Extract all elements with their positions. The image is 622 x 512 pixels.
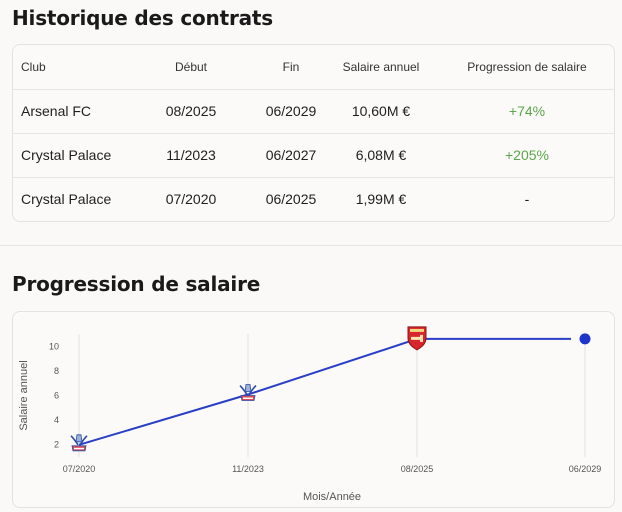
cell-debut: 07/2020 (165, 191, 217, 207)
salary-progression-chart: 07/2020 11/2023 08/2025 06/2029 2 4 6 8 10 Salai… (18, 326, 602, 503)
cell-progression: - (524, 191, 530, 207)
cell-debut: 08/2025 (165, 103, 217, 119)
palace-crest-wings (70, 435, 88, 446)
cell-debut: 11/2023 (166, 147, 216, 163)
x-tick-label: 06/2029 (569, 464, 602, 474)
cell-salary: 1,99M € (355, 191, 407, 207)
cell-fin: 06/2027 (265, 147, 317, 163)
header-club: Club (21, 60, 46, 74)
contract-history-title: Historique des contrats (12, 6, 273, 30)
table-row: Arsenal FC 08/2025 06/2029 10,60M € +74% (13, 89, 614, 133)
row-divider (13, 89, 614, 90)
row-divider (13, 133, 614, 134)
row-divider (13, 177, 614, 178)
cell-salary: 6,08M € (355, 147, 407, 163)
series-line (78, 337, 571, 446)
cell-progression: +74% (508, 103, 546, 119)
crystal-palace-crest-icon (239, 384, 257, 401)
salary-progression-chart-card: 07/2020 11/2023 08/2025 06/2029 2 4 6 8 10 Salai… (12, 311, 615, 508)
section-divider (0, 245, 622, 246)
palace-crest-stripe (74, 447, 84, 450)
palace-crest-tower (244, 384, 252, 392)
arsenal-crest-band (410, 328, 424, 332)
x-tick-label: 11/2023 (232, 464, 264, 474)
palace-crest-stripe (243, 397, 253, 400)
cell-club: Arsenal FC (21, 103, 92, 119)
arsenal-crest-cannon (411, 334, 423, 342)
cell-fin: 06/2029 (265, 103, 317, 119)
y-tick-label: 8 (54, 366, 59, 376)
arsenal-crest-icon (407, 326, 427, 351)
y-tick-label: 10 (49, 341, 59, 351)
salary-progression-title: Progression de salaire (12, 272, 261, 296)
header-progression: Progression de salaire (467, 60, 587, 74)
x-tick-label: 08/2025 (401, 464, 434, 474)
header-salary: Salaire annuel (342, 60, 420, 74)
header-debut: Début (174, 60, 208, 74)
palace-crest-tower (75, 434, 83, 443)
cell-club: Crystal Palace (21, 191, 112, 207)
table-row: Crystal Palace 11/2023 06/2027 6,08M € +… (13, 133, 614, 177)
cell-progression: +205% (505, 147, 549, 163)
palace-crest-wings (239, 384, 257, 395)
x-tick-label: 07/2020 (63, 464, 96, 474)
y-axis-label: Salaire annuel (18, 360, 30, 430)
table-row: Crystal Palace 07/2020 06/2025 1,99M € - (13, 177, 614, 221)
crystal-palace-crest-icon (70, 434, 88, 452)
header-fin: Fin (282, 60, 300, 74)
table-header-row: Club Début Fin Salaire annuel Progressio… (13, 45, 614, 89)
cell-club: Crystal Palace (21, 147, 112, 163)
x-axis-label: Mois/Année (303, 491, 361, 503)
y-tick-label: 6 (54, 391, 59, 401)
contract-history-table: Club Début Fin Salaire annuel Progressio… (12, 44, 615, 222)
cell-salary: 10,60M € (351, 103, 411, 119)
y-tick-label: 4 (54, 415, 59, 425)
cell-fin: 06/2025 (265, 191, 317, 207)
y-tick-label: 2 (54, 440, 59, 450)
data-point (579, 333, 591, 345)
